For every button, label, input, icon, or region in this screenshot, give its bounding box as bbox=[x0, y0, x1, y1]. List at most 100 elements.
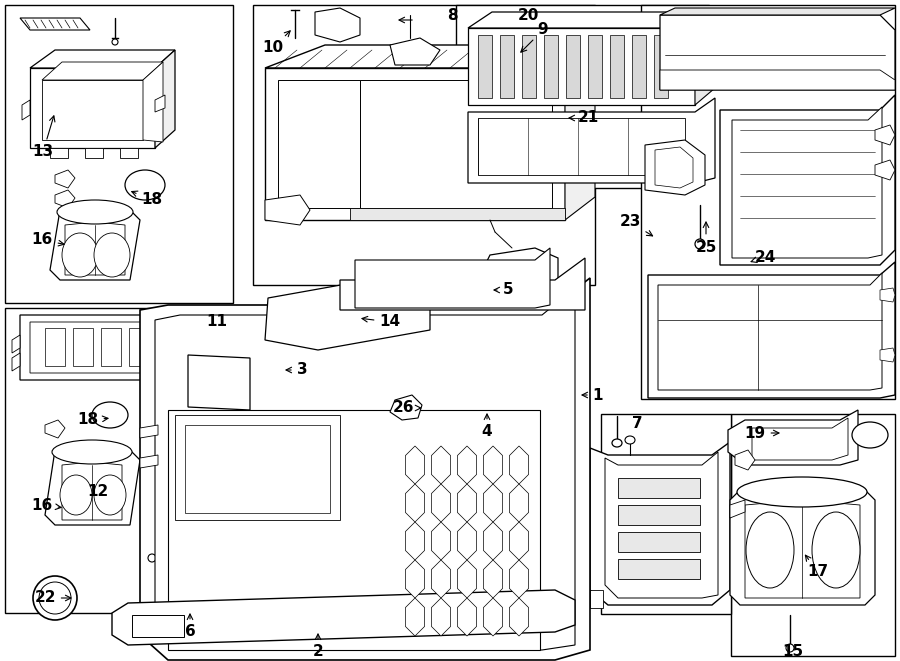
Polygon shape bbox=[55, 170, 75, 188]
Text: 26: 26 bbox=[392, 401, 421, 416]
Polygon shape bbox=[265, 45, 595, 68]
Polygon shape bbox=[168, 410, 540, 650]
Polygon shape bbox=[112, 590, 575, 645]
Polygon shape bbox=[645, 140, 705, 195]
Polygon shape bbox=[618, 532, 700, 552]
Ellipse shape bbox=[112, 39, 118, 45]
Text: 2: 2 bbox=[312, 634, 323, 660]
Polygon shape bbox=[618, 559, 700, 579]
Text: 9: 9 bbox=[521, 22, 548, 52]
Polygon shape bbox=[140, 278, 590, 660]
Polygon shape bbox=[20, 18, 90, 30]
Polygon shape bbox=[468, 28, 695, 105]
Polygon shape bbox=[50, 148, 68, 158]
Ellipse shape bbox=[695, 239, 705, 249]
Polygon shape bbox=[12, 335, 20, 353]
Polygon shape bbox=[483, 598, 502, 636]
Text: 20: 20 bbox=[518, 9, 539, 24]
Polygon shape bbox=[728, 410, 858, 465]
Polygon shape bbox=[340, 258, 585, 310]
Polygon shape bbox=[129, 328, 149, 366]
Polygon shape bbox=[45, 450, 140, 525]
Polygon shape bbox=[752, 418, 848, 460]
Text: 24: 24 bbox=[751, 249, 776, 264]
Polygon shape bbox=[478, 35, 492, 98]
Polygon shape bbox=[30, 322, 178, 373]
Ellipse shape bbox=[92, 402, 128, 428]
Polygon shape bbox=[457, 522, 476, 560]
Polygon shape bbox=[590, 590, 603, 608]
Ellipse shape bbox=[39, 582, 71, 614]
Polygon shape bbox=[660, 8, 895, 15]
Polygon shape bbox=[20, 315, 190, 380]
Polygon shape bbox=[155, 95, 165, 112]
Text: 19: 19 bbox=[744, 426, 779, 440]
Polygon shape bbox=[390, 395, 422, 420]
Bar bbox=[5, 308, 218, 613]
Ellipse shape bbox=[33, 576, 77, 620]
Text: 7: 7 bbox=[632, 416, 643, 430]
Polygon shape bbox=[483, 484, 502, 522]
Polygon shape bbox=[120, 148, 138, 158]
Polygon shape bbox=[522, 35, 536, 98]
Polygon shape bbox=[875, 125, 895, 145]
Polygon shape bbox=[478, 118, 685, 175]
Polygon shape bbox=[390, 38, 440, 65]
Text: 6: 6 bbox=[184, 614, 195, 639]
Polygon shape bbox=[565, 45, 595, 220]
Text: 12: 12 bbox=[87, 485, 109, 500]
Text: 22: 22 bbox=[34, 590, 71, 605]
Polygon shape bbox=[660, 70, 895, 90]
Polygon shape bbox=[22, 100, 30, 120]
Text: 18: 18 bbox=[77, 412, 108, 428]
Polygon shape bbox=[431, 522, 451, 560]
Polygon shape bbox=[457, 598, 476, 636]
Polygon shape bbox=[509, 560, 528, 598]
Ellipse shape bbox=[737, 477, 867, 507]
Polygon shape bbox=[85, 148, 103, 158]
Polygon shape bbox=[431, 446, 451, 484]
Text: 1: 1 bbox=[582, 387, 603, 403]
Text: 17: 17 bbox=[806, 555, 829, 580]
Text: 16: 16 bbox=[32, 498, 61, 512]
Polygon shape bbox=[648, 262, 895, 398]
Polygon shape bbox=[483, 522, 502, 560]
Polygon shape bbox=[732, 107, 882, 258]
Text: 21: 21 bbox=[569, 110, 598, 126]
Polygon shape bbox=[45, 420, 65, 438]
Polygon shape bbox=[355, 248, 550, 308]
Bar bbox=[731, 414, 895, 656]
Polygon shape bbox=[457, 446, 476, 484]
Polygon shape bbox=[73, 328, 93, 366]
Polygon shape bbox=[45, 328, 65, 366]
Polygon shape bbox=[468, 98, 715, 183]
Text: 14: 14 bbox=[362, 315, 400, 329]
Text: 8: 8 bbox=[446, 9, 457, 24]
Polygon shape bbox=[431, 484, 451, 522]
Polygon shape bbox=[155, 288, 575, 650]
Polygon shape bbox=[431, 560, 451, 598]
Polygon shape bbox=[605, 452, 718, 598]
Polygon shape bbox=[55, 190, 75, 208]
Polygon shape bbox=[190, 328, 200, 346]
Polygon shape bbox=[350, 208, 565, 220]
Ellipse shape bbox=[94, 233, 130, 277]
Bar bbox=[456, 5, 709, 188]
Ellipse shape bbox=[60, 475, 92, 515]
Ellipse shape bbox=[786, 644, 794, 652]
Polygon shape bbox=[140, 455, 158, 468]
Polygon shape bbox=[730, 490, 875, 605]
Polygon shape bbox=[265, 278, 430, 350]
Text: 13: 13 bbox=[32, 116, 55, 159]
Polygon shape bbox=[457, 560, 476, 598]
Polygon shape bbox=[265, 195, 310, 225]
Polygon shape bbox=[431, 598, 451, 636]
Polygon shape bbox=[509, 446, 528, 484]
Polygon shape bbox=[406, 560, 425, 598]
Polygon shape bbox=[406, 484, 425, 522]
Polygon shape bbox=[457, 484, 476, 522]
Polygon shape bbox=[12, 353, 20, 371]
Polygon shape bbox=[155, 50, 175, 148]
Polygon shape bbox=[42, 80, 143, 140]
Polygon shape bbox=[468, 12, 715, 28]
